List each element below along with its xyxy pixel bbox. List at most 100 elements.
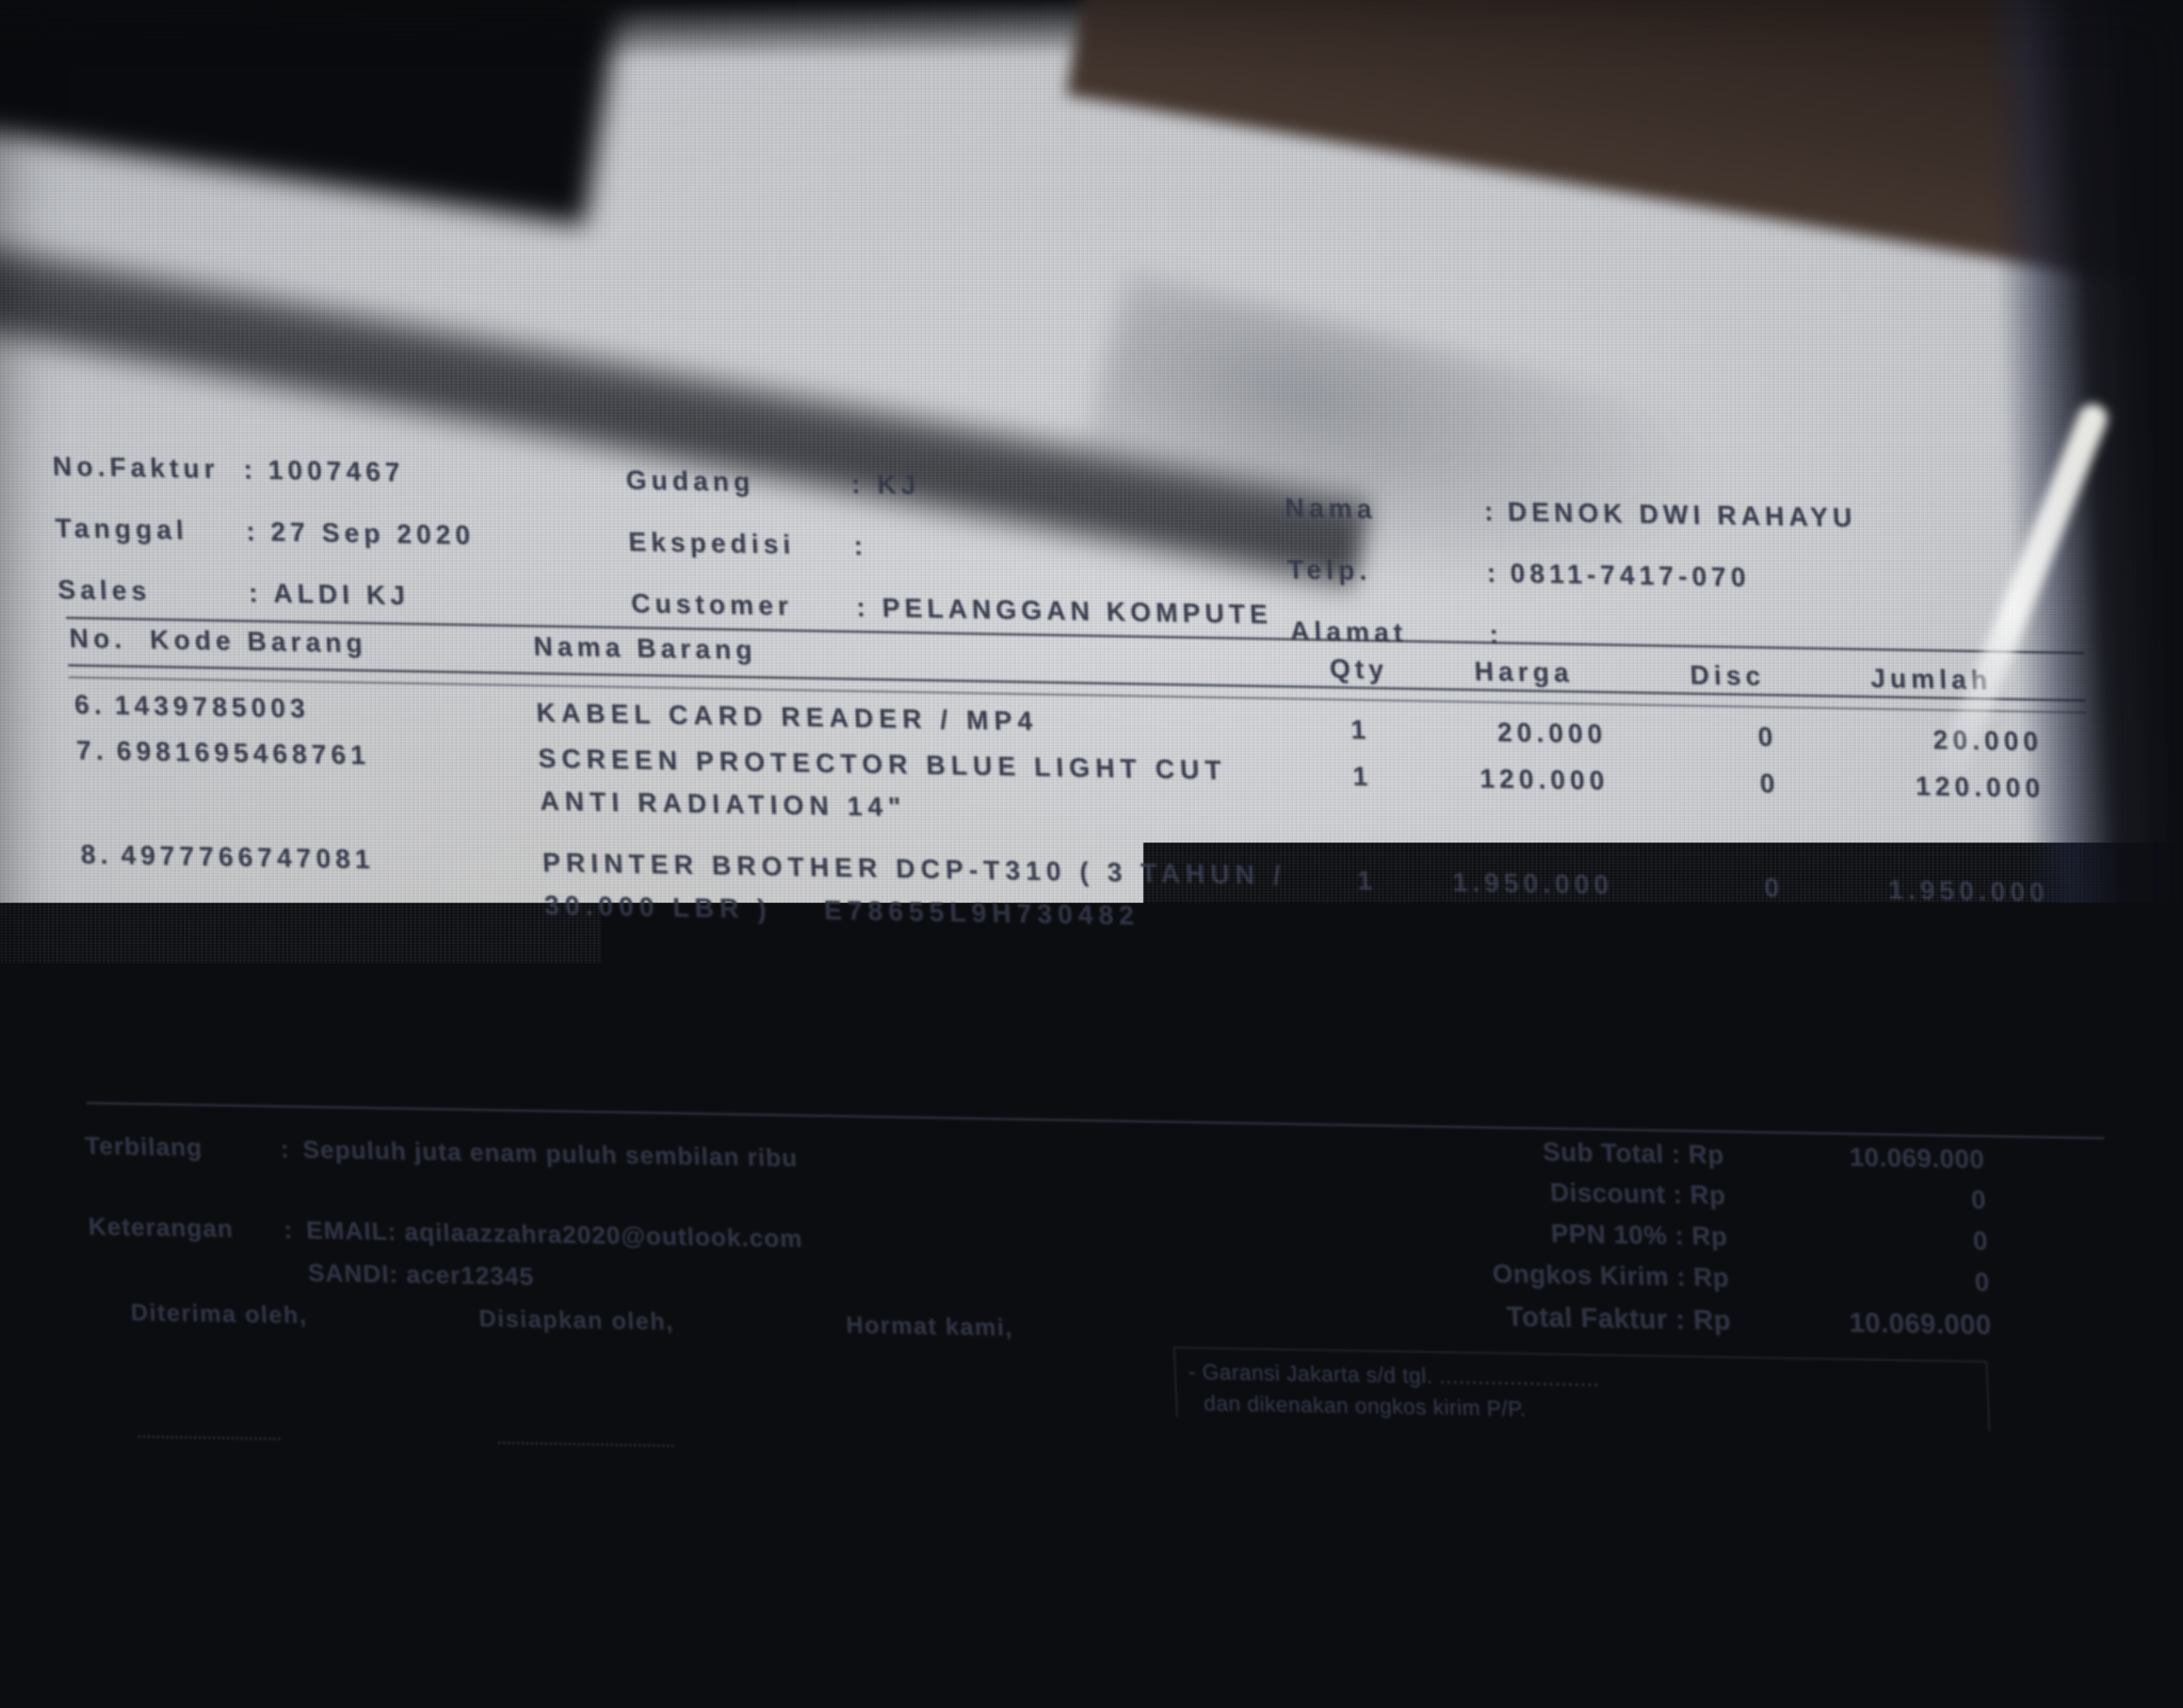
field-separator: : bbox=[1474, 495, 1508, 526]
field-separator: : bbox=[841, 530, 880, 561]
cell-jumlah: 120.000 bbox=[1826, 768, 2046, 803]
field-separator: : bbox=[1476, 557, 1511, 588]
monitor-photo: NOTA PENJUALAN No.Faktur:1007467 Tanggal… bbox=[0, 0, 2183, 1637]
field-value: KJ bbox=[876, 469, 921, 500]
field-separator: : bbox=[232, 454, 269, 485]
column-header-no: No. bbox=[69, 623, 127, 654]
field-separator: : bbox=[235, 515, 271, 547]
field-no-faktur: No.Faktur:1007467 bbox=[52, 451, 406, 488]
field-label: Gudang bbox=[625, 464, 840, 499]
mouse-cursor-icon[interactable] bbox=[1935, 1151, 1976, 1214]
field-telp: Telp.:0811-7417-070 bbox=[1287, 554, 1750, 593]
field-label: Sales bbox=[57, 574, 239, 608]
column-header-qty: Qty bbox=[1329, 653, 1387, 685]
field-separator: : bbox=[270, 1215, 307, 1244]
keterangan-row: Keterangan: EMAIL: aqilaazzahra2020@outlo… bbox=[88, 1212, 803, 1253]
column-header-nama: Nama Barang bbox=[533, 631, 758, 665]
field-label: Telp. bbox=[1287, 554, 1478, 588]
invoice-document: NOTA PENJUALAN No.Faktur:1007467 Tanggal… bbox=[26, 284, 2134, 1563]
field-nama: Nama: DENOK DWI RAHAYU bbox=[1284, 492, 1857, 533]
ongkos-kirim-row: Ongkos Kirim : Rp 0 bbox=[1439, 1257, 1990, 1297]
cell-nama-line2: ANTI RADIATION 14" bbox=[539, 785, 907, 822]
cell-kode: 1439785003 bbox=[114, 689, 310, 723]
field-label: Customer bbox=[631, 587, 845, 622]
cell-kode: 6981695468761 bbox=[116, 735, 371, 770]
keterangan-label: Keterangan bbox=[88, 1212, 271, 1244]
signature-line bbox=[138, 1436, 280, 1440]
field-value: 0811-7417-070 bbox=[1509, 558, 1750, 592]
total-faktur-value: 10.069.000 bbox=[1730, 1304, 1992, 1341]
cell-harga: 120.000 bbox=[1419, 761, 1610, 795]
field-label: Ekspedisi bbox=[628, 526, 842, 560]
cell-qty: 1 bbox=[1338, 865, 1396, 896]
print-timestamp: NETI 28/09/2020 19.04.12 bbox=[1633, 1479, 1902, 1508]
ppn-value: 0 bbox=[1727, 1221, 1989, 1256]
cell-disc: 0 bbox=[1679, 766, 1780, 799]
ppn-label: PPN 10% : Rp bbox=[1438, 1216, 1728, 1251]
field-separator: : bbox=[844, 591, 883, 623]
discount-label: Discount : Rp bbox=[1436, 1175, 1726, 1210]
cell-nama-line2: 30.000 LBR ) E78655L9H730482 bbox=[544, 889, 1140, 931]
column-header-jumlah: Jumlah bbox=[1822, 661, 2041, 696]
warranty-box: - Garansi Jakarta s/d tgl. .............… bbox=[1173, 1347, 1993, 1488]
field-alamat: Alamat: bbox=[1290, 615, 1514, 650]
column-header-kode: Kode Barang bbox=[149, 624, 368, 659]
total-faktur-label: Total Faktur : Rp bbox=[1441, 1299, 1732, 1336]
field-value: PELANGGAN KOMPUTE bbox=[882, 593, 1273, 629]
cell-no: 6. bbox=[74, 689, 107, 720]
field-label: Alamat bbox=[1290, 615, 1480, 650]
cell-nama: KABEL CARD READER / MP4 bbox=[536, 697, 1039, 737]
cell-jumlah: 1.950.000 bbox=[1831, 873, 2050, 908]
signature-line bbox=[498, 1442, 712, 1448]
keterangan-email: EMAIL: aqilaazzahra2020@outlook.com bbox=[306, 1217, 803, 1253]
cell-disc: 0 bbox=[1677, 720, 1778, 752]
signer-name: ALDI KJ bbox=[892, 1414, 995, 1442]
field-separator: : bbox=[839, 468, 878, 499]
cell-harga: 20.000 bbox=[1417, 715, 1608, 749]
hormat-kami-label: Hormat kami, bbox=[845, 1311, 1013, 1341]
field-ekspedisi: Ekspedisi: bbox=[628, 526, 880, 561]
field-tanggal: Tanggal:27 Sep 2020 bbox=[54, 512, 475, 551]
field-separator: : bbox=[237, 577, 274, 608]
disiapkan-oleh-label: Disiapkan oleh, bbox=[478, 1304, 674, 1335]
discount-row: Discount : Rp 0 bbox=[1436, 1175, 1987, 1214]
cell-kode: 4977766747081 bbox=[120, 840, 375, 875]
ppn-row: PPN 10% : Rp 0 bbox=[1438, 1216, 1989, 1256]
field-label: Nama bbox=[1284, 492, 1475, 526]
field-gudang: Gudang: KJ bbox=[625, 464, 921, 500]
cell-nama: SCREEN PROTECTOR BLUE LIGHT CUT bbox=[538, 742, 1227, 785]
field-label: Tanggal bbox=[54, 512, 236, 546]
column-header-harga: Harga bbox=[1438, 655, 1610, 688]
diterima-oleh-label: Diterima oleh, bbox=[130, 1298, 308, 1329]
cell-qty: 1 bbox=[1334, 760, 1392, 792]
cell-disc: 0 bbox=[1684, 870, 1785, 903]
cell-nama: PRINTER BROTHER DCP-T310 ( 3 TAHUN / bbox=[542, 847, 1287, 890]
field-value: ALDI KJ bbox=[273, 578, 410, 610]
red-indicator-dot bbox=[2109, 1070, 2126, 1084]
field-customer: Customer: PELANGGAN KOMPUTE bbox=[631, 587, 1273, 630]
table-bottom-rule bbox=[86, 1102, 2104, 1139]
subtotal-row: Sub Total : Rp 10.069.000 bbox=[1434, 1134, 1985, 1174]
cell-qty: 1 bbox=[1332, 714, 1390, 745]
ongkos-kirim-value: 0 bbox=[1728, 1262, 1990, 1297]
signature-line bbox=[827, 1447, 1073, 1454]
terbilang-row: Terbilang: Sepuluh juta enam puluh sembil… bbox=[84, 1131, 798, 1172]
total-faktur-row: Total Faktur : Rp 10.069.000 bbox=[1441, 1299, 1992, 1340]
field-value: DENOK DWI RAHAYU bbox=[1507, 497, 1857, 533]
field-sales: Sales: ALDI KJ bbox=[57, 574, 410, 611]
column-header-disc: Disc bbox=[1675, 659, 1780, 692]
cell-no: 8. bbox=[80, 839, 113, 870]
cell-no: 7. bbox=[76, 734, 108, 766]
field-separator: : bbox=[1479, 619, 1514, 650]
subtotal-label: Sub Total : Rp bbox=[1434, 1134, 1725, 1170]
field-value: 1007467 bbox=[268, 455, 406, 487]
cell-jumlah: 20.000 bbox=[1824, 722, 2043, 757]
terbilang-label: Terbilang bbox=[84, 1131, 268, 1163]
field-value: 27 Sep 2020 bbox=[270, 516, 475, 550]
field-label: No.Faktur bbox=[52, 451, 234, 485]
keterangan-sandi: SANDI: acer12345 bbox=[307, 1259, 535, 1291]
terbilang-value: Sepuluh juta enam puluh sembilan ribu bbox=[302, 1136, 798, 1172]
cell-harga: 1.950.000 bbox=[1423, 866, 1614, 900]
field-separator: : bbox=[267, 1135, 304, 1164]
ongkos-kirim-label: Ongkos Kirim : Rp bbox=[1439, 1257, 1730, 1292]
